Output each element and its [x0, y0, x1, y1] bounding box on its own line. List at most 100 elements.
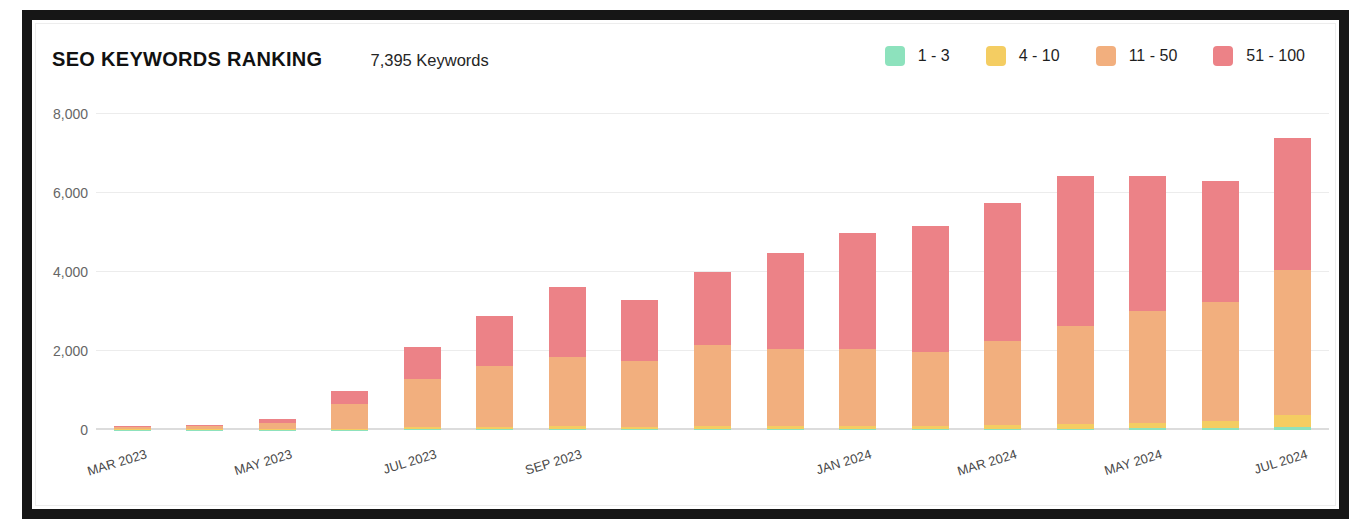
x-tick-slot — [459, 430, 532, 490]
bar-may-2023[interactable] — [259, 114, 296, 430]
bar-segment-51-100 — [1129, 176, 1166, 312]
bar-dec-2023[interactable] — [767, 114, 804, 430]
bar-slot — [241, 114, 314, 430]
bar-mar-2024[interactable] — [984, 114, 1021, 430]
bar-oct-2023[interactable] — [621, 114, 658, 430]
bar-slot — [676, 114, 749, 430]
x-tick-slot — [314, 430, 387, 490]
bar-segment-51-100 — [1274, 138, 1311, 270]
bar-segment-11-50 — [476, 366, 513, 426]
bar-segment-51-100 — [404, 347, 441, 379]
x-axis-label-sep-2023: SEP 2023 — [523, 446, 583, 477]
bar-segment-11-50 — [621, 361, 658, 427]
bar-segment-11-50 — [912, 352, 949, 425]
legend-swatch-icon — [986, 46, 1006, 66]
x-tick-slot: MAY 2023 — [241, 430, 314, 490]
bar-slot — [821, 114, 894, 430]
bar-may-2024[interactable] — [1129, 114, 1166, 430]
bar-slot — [96, 114, 169, 430]
bar-segment-11-50 — [767, 349, 804, 427]
bar-jun-2023[interactable] — [331, 114, 368, 430]
legend-swatch-icon — [1213, 46, 1233, 66]
legend-label: 1 - 3 — [918, 47, 950, 65]
x-axis-label-may-2023: MAY 2023 — [232, 446, 293, 478]
x-tick-slot: JAN 2024 — [821, 430, 894, 490]
bar-nov-2023[interactable] — [694, 114, 731, 430]
bar-segment-11-50 — [331, 404, 368, 429]
x-axis-label-jul-2023: JUL 2023 — [381, 446, 438, 476]
bar-segment-11-50 — [549, 357, 586, 426]
x-tick-slot: SEP 2023 — [531, 430, 604, 490]
bar-apr-2023[interactable] — [186, 114, 223, 430]
legend-item-4-10[interactable]: 4 - 10 — [986, 46, 1060, 66]
y-axis-label: 2,000 — [53, 343, 88, 359]
bar-jan-2024[interactable] — [839, 114, 876, 430]
bar-segment-11-50 — [1202, 302, 1239, 422]
x-tick-slot: MAR 2024 — [966, 430, 1039, 490]
stacked-bar-chart: 02,0004,0006,0008,000 MAR 2023MAY 2023JU… — [96, 114, 1329, 430]
bar-slot — [1257, 114, 1330, 430]
x-tick-slot — [1184, 430, 1257, 490]
bar-mar-2023[interactable] — [114, 114, 151, 430]
bar-slot — [1111, 114, 1184, 430]
bar-slot — [1184, 114, 1257, 430]
bar-segment-11-50 — [694, 345, 731, 426]
bar-aug-2023[interactable] — [476, 114, 513, 430]
x-tick-slot — [749, 430, 822, 490]
bar-segment-51-100 — [549, 287, 586, 357]
x-axis-label-may-2024: MAY 2024 — [1103, 446, 1164, 478]
bar-apr-2024[interactable] — [1057, 114, 1094, 430]
x-tick-slot — [169, 430, 242, 490]
page-title: SEO KEYWORDS RANKING — [52, 48, 322, 71]
legend-label: 51 - 100 — [1246, 47, 1305, 65]
bar-feb-2024[interactable] — [912, 114, 949, 430]
x-axis-label-jul-2024: JUL 2024 — [1252, 446, 1309, 476]
bar-segment-51-100 — [1057, 176, 1094, 326]
bar-slot — [894, 114, 967, 430]
legend-item-1-3[interactable]: 1 - 3 — [885, 46, 950, 66]
y-axis-label: 6,000 — [53, 185, 88, 201]
bar-segment-4-10 — [1202, 421, 1239, 428]
legend-swatch-icon — [1096, 46, 1116, 66]
x-axis-label-jan-2024: JAN 2024 — [815, 446, 874, 477]
bar-segment-51-100 — [912, 226, 949, 352]
bar-slot — [966, 114, 1039, 430]
bar-segment-51-100 — [839, 233, 876, 349]
bar-jun-2024[interactable] — [1202, 114, 1239, 430]
bar-slot — [749, 114, 822, 430]
bar-segment-11-50 — [1057, 326, 1094, 425]
card-header: SEO KEYWORDS RANKING 7,395 Keywords 1 - … — [36, 24, 1335, 86]
y-axis-label: 8,000 — [53, 106, 88, 122]
bar-segment-51-100 — [694, 272, 731, 345]
bar-segment-51-100 — [767, 253, 804, 349]
bar-jul-2024[interactable] — [1274, 114, 1311, 430]
legend-item-51-100[interactable]: 51 - 100 — [1213, 46, 1305, 66]
bar-slot — [1039, 114, 1112, 430]
x-axis-label-mar-2023: MAR 2023 — [85, 446, 148, 478]
chart-legend: 1 - 3 4 - 10 11 - 50 51 - 100 — [885, 46, 1305, 66]
bar-segment-51-100 — [984, 203, 1021, 341]
bar-segment-4-10 — [1274, 415, 1311, 428]
keywords-total: 7,395 Keywords — [370, 51, 488, 70]
legend-item-11-50[interactable]: 11 - 50 — [1096, 46, 1178, 66]
bar-segment-51-100 — [621, 300, 658, 361]
x-tick-slot: MAY 2024 — [1111, 430, 1184, 490]
y-axis-label: 0 — [80, 422, 88, 438]
bar-jul-2023[interactable] — [404, 114, 441, 430]
bar-segment-11-50 — [1129, 311, 1166, 423]
bar-segment-11-50 — [984, 341, 1021, 425]
x-tick-slot — [1039, 430, 1112, 490]
bar-slot — [604, 114, 677, 430]
bar-slot — [459, 114, 532, 430]
y-axis-label: 4,000 — [53, 264, 88, 280]
window-frame: SEO KEYWORDS RANKING 7,395 Keywords 1 - … — [22, 10, 1349, 519]
legend-label: 11 - 50 — [1129, 47, 1178, 65]
legend-label: 4 - 10 — [1019, 47, 1060, 65]
x-tick-slot: JUL 2023 — [386, 430, 459, 490]
bars-layer — [96, 114, 1329, 430]
bar-sep-2023[interactable] — [549, 114, 586, 430]
bar-segment-11-50 — [404, 379, 441, 428]
x-tick-slot — [894, 430, 967, 490]
x-tick-slot — [676, 430, 749, 490]
x-axis: MAR 2023MAY 2023JUL 2023SEP 2023JAN 2024… — [96, 430, 1329, 490]
